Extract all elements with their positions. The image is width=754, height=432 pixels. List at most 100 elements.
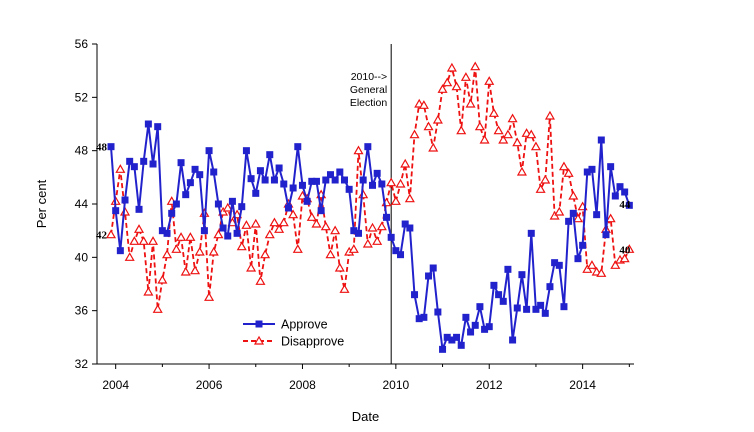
approve-point bbox=[336, 168, 344, 176]
approve-point bbox=[116, 247, 124, 255]
x-tick-label: 2004 bbox=[102, 378, 129, 392]
series-layer bbox=[105, 61, 635, 353]
approve-point bbox=[593, 211, 601, 219]
disapprove-point bbox=[605, 213, 616, 223]
end-labels: 48 42 44 40 bbox=[96, 142, 631, 257]
approve-point bbox=[135, 205, 143, 213]
disapprove-point bbox=[479, 134, 490, 144]
approve-point bbox=[256, 167, 264, 175]
approve-point bbox=[322, 176, 330, 184]
approve-point bbox=[625, 201, 633, 209]
approve-point bbox=[130, 163, 138, 171]
approve-point bbox=[467, 328, 475, 336]
approve-point bbox=[270, 176, 278, 184]
approve-point bbox=[121, 196, 129, 204]
approve-point bbox=[354, 229, 362, 237]
disapprove-line bbox=[110, 65, 631, 311]
disapprove-point bbox=[208, 246, 219, 256]
approve-point bbox=[266, 151, 274, 159]
election-annotation: 2010--> General Election bbox=[350, 71, 388, 109]
disapprove-point bbox=[264, 229, 275, 239]
disapprove-point bbox=[446, 62, 457, 72]
approve-point bbox=[565, 217, 573, 225]
disapprove-point bbox=[526, 129, 537, 139]
disapprove-point bbox=[190, 265, 201, 275]
disapprove-point bbox=[386, 177, 397, 187]
approve-point bbox=[439, 345, 447, 353]
disapprove-point bbox=[115, 164, 126, 173]
disapprove-point bbox=[460, 72, 471, 81]
approve-point bbox=[275, 164, 283, 172]
disapprove-point bbox=[451, 81, 462, 91]
approve-point bbox=[462, 313, 470, 321]
disapprove-point bbox=[572, 213, 583, 223]
approve-point bbox=[406, 224, 414, 232]
approve-point bbox=[196, 171, 204, 179]
disapprove-point bbox=[390, 196, 401, 205]
approve-point bbox=[579, 241, 587, 249]
disapprove-point bbox=[493, 125, 504, 135]
y-tick-label: 36 bbox=[75, 304, 89, 318]
approve-point bbox=[471, 321, 479, 329]
approve-point bbox=[513, 304, 521, 312]
end-label: 48 bbox=[96, 142, 108, 154]
disapprove-point bbox=[246, 262, 257, 272]
x-tick-label: 2012 bbox=[476, 378, 503, 392]
disapprove-point bbox=[133, 224, 145, 233]
disapprove-point bbox=[395, 178, 406, 188]
approve-point bbox=[518, 271, 526, 279]
approve-point bbox=[364, 143, 372, 151]
approve-point bbox=[149, 160, 157, 168]
approve-point bbox=[228, 197, 236, 205]
disapprove-point bbox=[255, 276, 266, 285]
disapprove-point bbox=[404, 193, 415, 203]
disapprove-point bbox=[353, 145, 364, 155]
approve-point bbox=[383, 213, 391, 221]
approve-point bbox=[527, 229, 535, 237]
disapprove-point bbox=[409, 129, 420, 139]
y-tick-label: 40 bbox=[75, 250, 89, 264]
disapprove-point bbox=[558, 161, 569, 171]
approve-point bbox=[504, 265, 512, 273]
disapprove-point bbox=[241, 220, 252, 229]
approve-point bbox=[509, 336, 517, 344]
x-tick-label: 2014 bbox=[569, 378, 596, 392]
disapprove-point bbox=[432, 114, 443, 124]
y-tick-label: 48 bbox=[75, 144, 89, 158]
disapprove-point bbox=[325, 249, 336, 259]
disapprove-point bbox=[288, 209, 299, 219]
approve-point bbox=[210, 168, 218, 176]
approve-point bbox=[140, 157, 148, 165]
end-label: 40 bbox=[619, 244, 631, 256]
disapprove-point bbox=[474, 121, 485, 131]
approve-point bbox=[532, 305, 540, 313]
end-label: 44 bbox=[619, 199, 631, 211]
approve-point bbox=[326, 171, 334, 179]
disapprove-point bbox=[498, 134, 509, 144]
disapprove-point bbox=[269, 217, 280, 227]
disapprove-point bbox=[507, 113, 518, 123]
legend-label-approve: Approve bbox=[281, 318, 328, 332]
disapprove-point bbox=[143, 286, 154, 296]
approve-point bbox=[434, 308, 442, 316]
x-tick-label: 2006 bbox=[196, 378, 223, 392]
disapprove-point bbox=[437, 84, 448, 93]
approve-point bbox=[569, 209, 577, 217]
disapprove-point bbox=[306, 212, 317, 221]
approve-point bbox=[616, 183, 624, 191]
disapprove-point bbox=[512, 137, 523, 147]
y-tick-label: 56 bbox=[75, 37, 89, 51]
approve-point bbox=[392, 247, 400, 255]
disapprove-point bbox=[194, 246, 205, 256]
approve-point bbox=[387, 233, 395, 241]
approve-point bbox=[490, 281, 498, 289]
disapprove-point bbox=[376, 221, 387, 231]
approve-point bbox=[317, 207, 325, 215]
approve-point bbox=[186, 179, 194, 187]
x-tick-label: 2008 bbox=[289, 378, 316, 392]
disapprove-point bbox=[320, 221, 331, 231]
disapprove-point bbox=[530, 141, 541, 151]
approve-point bbox=[541, 309, 549, 317]
disapprove-point bbox=[516, 166, 527, 176]
